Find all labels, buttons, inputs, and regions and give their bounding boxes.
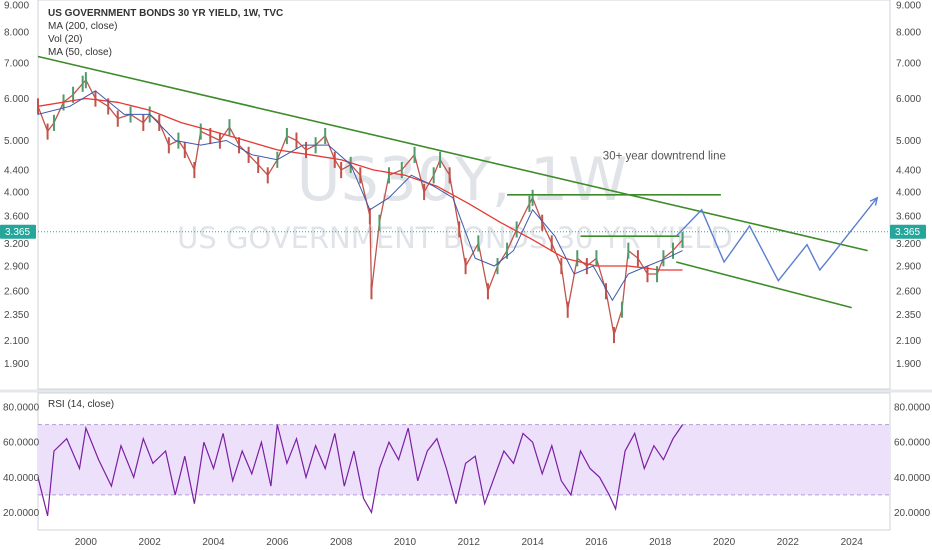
price-tick-left: 3.200 [4, 239, 29, 250]
price-tick-left: 2.100 [4, 336, 29, 347]
price-tick-left: 8.000 [4, 28, 29, 39]
price-tick-left: 2.600 [4, 287, 29, 298]
price-tick-right: 2.600 [896, 287, 921, 298]
ma200-line [37, 97, 683, 271]
legend-vol[interactable]: Vol (20) [48, 34, 82, 45]
moving-averages [37, 90, 683, 302]
rsi-band [38, 424, 890, 496]
price-tick-right: 2.100 [896, 336, 921, 347]
time-tick: 2010 [394, 537, 417, 548]
rsi-tick-right: 80.0000 [894, 403, 931, 414]
rsi-tick-left: 60.0000 [3, 438, 40, 449]
badge-right-box [890, 224, 926, 239]
price-tick-left: 7.000 [4, 58, 29, 69]
legend-ma200[interactable]: MA (200, close) [48, 21, 117, 32]
trendlines [37, 55, 868, 309]
ma50-line [37, 90, 683, 302]
projection-line [675, 197, 878, 282]
price-tick-left: 2.350 [4, 310, 29, 321]
price-tick-left: 4.000 [4, 187, 29, 198]
price-tick-right: 2.350 [896, 310, 921, 321]
projection-arrowhead [869, 196, 879, 206]
price-line [37, 79, 684, 336]
rsi-band-fill [38, 424, 890, 495]
price-tick-left: 3.600 [4, 212, 29, 223]
price-tick-left: 2.900 [4, 261, 29, 272]
time-tick: 2018 [649, 537, 672, 548]
rsi-tick-right: 60.0000 [894, 438, 931, 449]
rsi-tick-right: 20.0000 [894, 508, 931, 519]
time-tick: 2004 [202, 537, 225, 548]
rsi-series [37, 424, 684, 517]
legend-rsi[interactable]: RSI (14, close) [48, 399, 114, 410]
price-tick-right: 3.600 [896, 212, 921, 223]
time-tick: 2006 [266, 537, 289, 548]
price-tick-right: 6.000 [896, 94, 921, 105]
time-tick: 2014 [521, 537, 544, 548]
price-tick-right: 7.000 [896, 58, 921, 69]
rsi-tick-right: 40.0000 [894, 473, 931, 484]
price-tick-left: 6.000 [4, 94, 29, 105]
downtrend-annotation: 30+ year downtrend line [603, 151, 726, 163]
time-tick: 2020 [713, 537, 736, 548]
time-tick: 2000 [75, 537, 98, 548]
rsi-tick-left: 80.0000 [3, 403, 40, 414]
time-tick: 2002 [139, 537, 162, 548]
rsi-line [37, 424, 684, 517]
watermark-symbol: US30Y, 1W [297, 145, 628, 215]
time-tick: 2012 [458, 537, 481, 548]
badge-right-text: 3.365 [895, 227, 920, 238]
last-price-badge-left: 3.365 [0, 224, 36, 239]
last-price-badge-right: 3.365 [890, 224, 926, 239]
trendline [676, 261, 852, 309]
price-tick-right: 3.200 [896, 239, 921, 250]
time-tick: 2016 [585, 537, 608, 548]
price-tick-right: 1.900 [896, 359, 921, 370]
price-tick-right: 4.400 [896, 165, 921, 176]
legend-ma50[interactable]: MA (50, close) [48, 47, 112, 58]
price-tick-right: 9.000 [896, 1, 921, 12]
badge-left-box [0, 224, 36, 239]
rsi-tick-left: 40.0000 [3, 473, 40, 484]
price-tick-left: 5.000 [4, 136, 29, 147]
price-tick-right: 5.000 [896, 136, 921, 147]
rsi-tick-left: 20.0000 [3, 508, 40, 519]
axes: 1.900 1.900 2.100 2.100 2.350 2.350 2.600 2.600… [3, 1, 931, 548]
price-tick-right: 2.900 [896, 261, 921, 272]
badge-left-text: 3.365 [5, 227, 30, 238]
projection-path [675, 196, 879, 282]
price-tick-left: 9.000 [4, 1, 29, 12]
time-tick: 2024 [841, 537, 864, 548]
trendline [37, 55, 868, 252]
chart-title[interactable]: US GOVERNMENT BONDS 30 YR YIELD, 1W, TVC [48, 8, 283, 19]
price-tick-left: 1.900 [4, 359, 29, 370]
time-tick: 2008 [330, 537, 353, 548]
price-tick-left: 4.400 [4, 165, 29, 176]
price-pane [37, 0, 891, 390]
time-tick: 2022 [777, 537, 800, 548]
watermark-name: US GOVERNMENT BONDS 30 YR YIELD [177, 221, 733, 255]
price-tick-right: 4.000 [896, 187, 921, 198]
price-tick-right: 8.000 [896, 28, 921, 39]
